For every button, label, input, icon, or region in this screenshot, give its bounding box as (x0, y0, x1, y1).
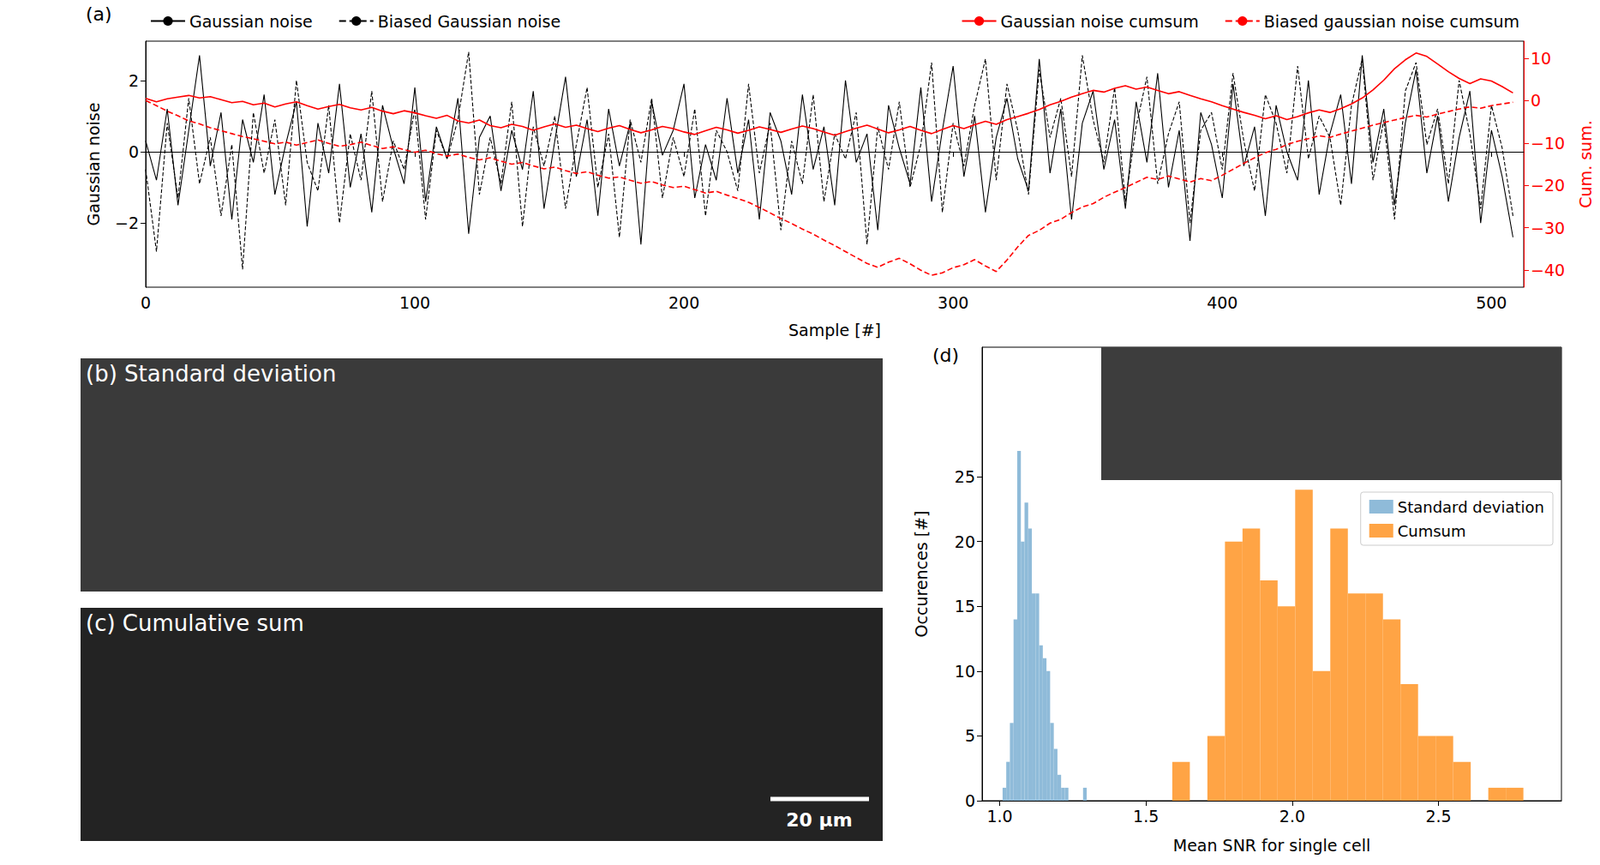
svg-text:300: 300 (937, 293, 969, 312)
svg-text:200: 200 (668, 293, 700, 312)
svg-text:0: 0 (1530, 90, 1541, 110)
svg-text:100: 100 (399, 293, 431, 312)
svg-text:Occurences [#]: Occurences [#] (911, 510, 931, 638)
svg-text:20: 20 (954, 532, 976, 552)
svg-text:Biased Gaussian noise: Biased Gaussian noise (377, 11, 561, 31)
svg-text:(d): (d) (932, 344, 959, 366)
svg-text:2: 2 (128, 71, 139, 90)
svg-text:1.0: 1.0 (986, 806, 1013, 826)
svg-text:0: 0 (964, 791, 976, 810)
svg-text:5: 5 (964, 725, 976, 745)
svg-text:Biased gaussian noise cumsum: Biased gaussian noise cumsum (1264, 11, 1520, 31)
svg-text:−40: −40 (1530, 260, 1565, 280)
svg-text:(c) Cumulative sum: (c) Cumulative sum (85, 610, 305, 636)
svg-text:Cum. sum.: Cum. sum. (1576, 119, 1595, 208)
svg-text:0: 0 (128, 142, 139, 162)
svg-text:Cumsum: Cumsum (1397, 521, 1467, 540)
svg-text:2.0: 2.0 (1279, 806, 1306, 826)
svg-text:400: 400 (1206, 293, 1238, 312)
svg-text:10: 10 (954, 661, 976, 681)
svg-text:10: 10 (1530, 48, 1552, 68)
svg-text:−20: −20 (1530, 175, 1565, 195)
svg-text:15: 15 (954, 596, 976, 616)
svg-text:−2: −2 (114, 213, 139, 233)
svg-text:1.5: 1.5 (1132, 806, 1159, 826)
svg-text:500: 500 (1475, 293, 1507, 312)
svg-text:−30: −30 (1530, 218, 1565, 238)
svg-text:2.5: 2.5 (1425, 806, 1451, 826)
svg-text:Gaussian noise: Gaussian noise (83, 102, 103, 227)
svg-text:Gaussian noise cumsum: Gaussian noise cumsum (1000, 11, 1199, 31)
svg-text:Gaussian noise: Gaussian noise (189, 11, 313, 31)
svg-text:(a): (a) (85, 3, 113, 25)
svg-text:20 µm: 20 µm (785, 808, 852, 831)
svg-text:Standard deviation: Standard deviation (1397, 497, 1545, 516)
svg-text:(b) Standard deviation: (b) Standard deviation (85, 360, 336, 387)
svg-text:0: 0 (140, 293, 151, 312)
svg-text:Sample [#]: Sample [#] (788, 320, 881, 340)
svg-text:Mean SNR for single cell: Mean SNR for single cell (1173, 835, 1371, 855)
svg-text:25: 25 (954, 467, 976, 486)
svg-text:−10: −10 (1530, 133, 1565, 153)
